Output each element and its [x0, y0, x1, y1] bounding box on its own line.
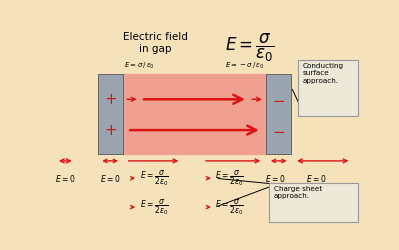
Text: $E=0$: $E=0$ [306, 173, 326, 184]
FancyBboxPatch shape [269, 183, 358, 222]
Text: $E=0$: $E=0$ [100, 173, 120, 184]
Text: $E = \dfrac{\sigma}{2\varepsilon_0}$: $E = \dfrac{\sigma}{2\varepsilon_0}$ [215, 168, 244, 188]
Text: Conducting
surface
approach.: Conducting surface approach. [303, 63, 344, 84]
Text: $-$: $-$ [272, 92, 285, 107]
Text: $E = -\sigma\,/\,\varepsilon_0$: $E = -\sigma\,/\,\varepsilon_0$ [225, 61, 265, 72]
Text: $E = \sigma\,/\,\varepsilon_0$: $E = \sigma\,/\,\varepsilon_0$ [124, 61, 155, 72]
Text: $-$: $-$ [272, 122, 285, 138]
Bar [98, 74, 122, 154]
Text: $+$: $+$ [104, 122, 117, 138]
Bar [266, 74, 291, 154]
Text: Electric field
in gap: Electric field in gap [122, 32, 188, 54]
Text: $E = \dfrac{\sigma}{2\varepsilon_0}$: $E = \dfrac{\sigma}{2\varepsilon_0}$ [140, 168, 168, 188]
Text: $+$: $+$ [104, 92, 117, 107]
Text: $E=0$: $E=0$ [55, 173, 75, 184]
Text: $E = \dfrac{\sigma}{\varepsilon_0}$: $E = \dfrac{\sigma}{\varepsilon_0}$ [225, 32, 275, 64]
Text: $E=0$: $E=0$ [265, 173, 286, 184]
Text: $E = \dfrac{\sigma}{2\varepsilon_0}$: $E = \dfrac{\sigma}{2\varepsilon_0}$ [140, 197, 168, 217]
Text: $E = \dfrac{\sigma}{2\varepsilon_0}$: $E = \dfrac{\sigma}{2\varepsilon_0}$ [215, 197, 244, 217]
Text: Charge sheet
approach.: Charge sheet approach. [274, 186, 322, 200]
FancyBboxPatch shape [298, 60, 358, 116]
